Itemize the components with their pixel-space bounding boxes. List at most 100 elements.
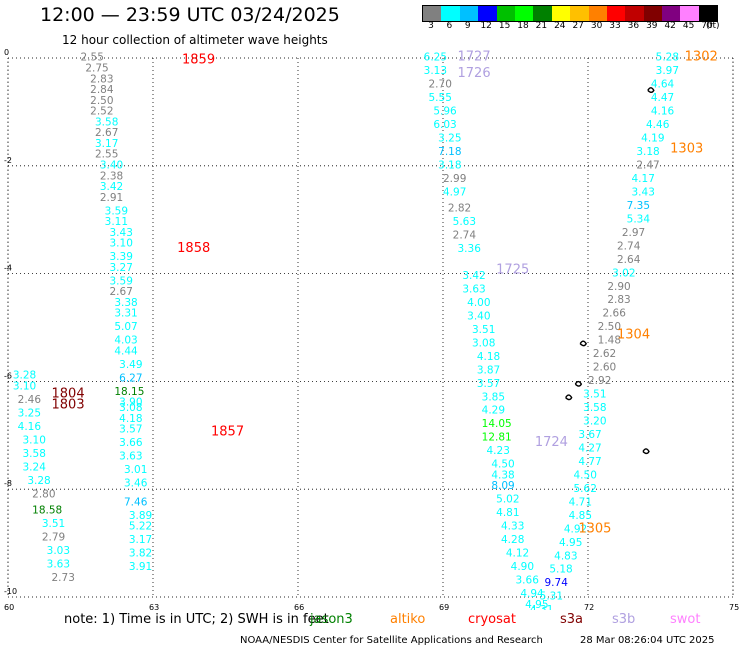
lat-tick-label: -10 [4,587,17,596]
wave-height-value: 4.38 [491,469,514,481]
wave-height-value: 3.51 [583,389,606,401]
wave-height-value: 4.50 [491,459,514,471]
color-swatch [459,6,479,21]
note-text: note: 1) Time is in UTC; 2) SWH is in fe… [64,612,329,627]
wave-height-value: 2.91 [100,192,123,204]
wave-height-value: 4.92 [564,523,587,535]
color-scale-tick: 24 [554,21,566,31]
wave-height-value: 2.99 [443,173,466,185]
wave-height-value: 4.95 [559,537,582,549]
wave-height-value: 2.74 [617,240,641,252]
wave-height-value: 3.10 [13,380,36,392]
color-swatch [496,6,515,21]
wave-height-value: 7.18 [438,146,461,158]
wave-height-value: 2.46 [18,394,42,406]
wave-height-value: 3.38 [114,297,137,309]
wave-height-value: 5.22 [129,521,152,533]
wave-height-value: 3.87 [477,364,500,376]
wave-height-value: 2.64 [617,254,641,266]
color-scale-tick: 3 [428,21,434,31]
lon-tick-label: 69 [439,603,449,610]
wave-height-value: 3.39 [110,251,133,263]
wave-height-value: 3.25 [18,407,41,419]
color-swatch [625,6,644,21]
track-time-label: 1804 [52,387,85,402]
legend-jason3: jason3 [310,612,353,627]
track-time-label: 1859 [182,52,215,67]
lat-tick-label: -6 [4,371,12,380]
wave-height-value: 4.83 [554,550,577,562]
wave-height-value: 3.57 [477,378,500,390]
color-swatch [423,6,442,21]
wave-height-value: 4.29 [482,405,505,417]
map-title: 12:00 — 23:59 UTC 03/24/2025 [40,4,340,26]
island-outline [647,87,655,94]
lon-tick-label: 72 [584,603,594,610]
color-scale-tick: 15 [498,21,511,31]
wave-height-value: 3.59 [110,275,133,287]
wave-height-value: 4.44 [114,345,138,357]
wave-height-value: 3.46 [124,478,148,490]
lat-tick-label: -8 [4,479,12,488]
color-swatch [441,6,460,21]
color-scale-bar [422,5,719,22]
track-time-label: 1803 [52,397,85,412]
wave-height-value: 3.91 [129,561,152,573]
wave-height-value: 3.51 [472,324,495,336]
wave-height-value: 3.57 [119,424,142,436]
color-scale-tick: 70 [701,21,713,31]
wave-height-value: 3.58 [23,448,46,460]
wave-height-value: 2.47 [636,159,659,171]
wave-height-value: 2.52 [90,106,113,118]
track-time-label: 1304 [617,327,650,342]
wave-height-value: 4.16 [651,106,675,118]
wave-height-value: 3.58 [95,116,118,128]
wave-height-value: 3.18 [438,159,461,171]
color-scale-tick: 42 [664,21,676,31]
island-outline [565,394,573,401]
wave-height-value: 3.18 [636,146,659,158]
track-time-label: 1305 [578,521,611,536]
wave-height-value: 3.82 [129,548,152,560]
wave-height-value: 4.03 [114,335,137,347]
wave-height-value: 2.50 [90,95,113,107]
color-scale-tick: 36 [627,21,640,31]
wave-height-value: 4.16 [18,421,42,433]
wave-height-value: 3.08 [119,402,142,414]
wave-height-value: 3.10 [110,238,133,250]
color-scale-unit: (ft) [706,21,720,31]
wave-height-value: 3.66 [119,437,143,449]
wave-height-value: 4.71 [569,496,592,508]
wave-height-value: 4.85 [569,510,592,522]
wave-height-value: 2.97 [622,227,645,239]
wave-height-value: 3.59 [105,205,128,217]
wave-height-value: 2.80 [32,488,55,500]
wave-height-value: 3.85 [482,391,505,403]
wave-height-map: 60 63 66 69 72 750-2-4-6-8-102.552.752.832.84… [4,48,739,610]
wave-height-value: 18.15 [114,386,144,398]
wave-height-value: 4.33 [501,521,524,533]
wave-height-value: 2.50 [598,321,621,333]
color-swatch [698,6,718,21]
wave-height-value: 6.27 [119,372,142,384]
wave-height-value: 3.40 [100,159,123,171]
wave-height-value: 3.42 [462,270,485,282]
wave-height-value: 5.34 [627,213,651,225]
wave-height-value: 2.67 [110,286,133,298]
lat-tick-label: 0 [4,48,9,57]
wave-height-value: 5.55 [429,92,452,104]
wave-height-value: 4.00 [467,297,490,309]
wave-height-value: 2.38 [100,170,123,182]
wave-height-value: 2.84 [90,84,114,96]
track-time-label: 1727 [458,50,491,65]
wave-height-value: 5.63 [453,216,476,228]
wave-height-value: 4.97 [443,186,466,198]
wave-height-value: 4.19 [641,133,664,145]
footer-credit: NOAA/NESDIS Center for Satellite Applica… [240,635,543,646]
color-scale-tick: 21 [535,21,548,31]
color-scale-tick: 39 [646,21,658,31]
wave-height-value: 5.62 [574,483,597,495]
wave-height-value: 2.73 [52,572,75,584]
wave-height-value: 2.55 [81,52,104,64]
color-swatch [680,6,699,21]
